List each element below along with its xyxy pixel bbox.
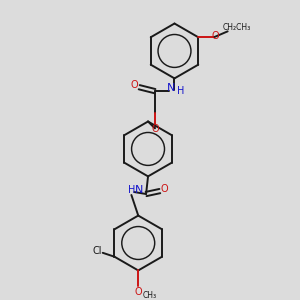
Text: CH₃: CH₃ xyxy=(143,291,157,300)
Text: O: O xyxy=(134,287,142,297)
Text: H: H xyxy=(128,185,135,195)
Text: O: O xyxy=(151,124,159,134)
Text: O: O xyxy=(130,80,138,90)
Text: N: N xyxy=(167,83,176,93)
Text: Cl: Cl xyxy=(92,246,102,256)
Text: CH₂CH₃: CH₂CH₃ xyxy=(222,23,250,32)
Text: O: O xyxy=(161,184,169,194)
Text: O: O xyxy=(211,31,219,41)
Text: H: H xyxy=(177,86,184,96)
Text: N: N xyxy=(135,185,143,195)
